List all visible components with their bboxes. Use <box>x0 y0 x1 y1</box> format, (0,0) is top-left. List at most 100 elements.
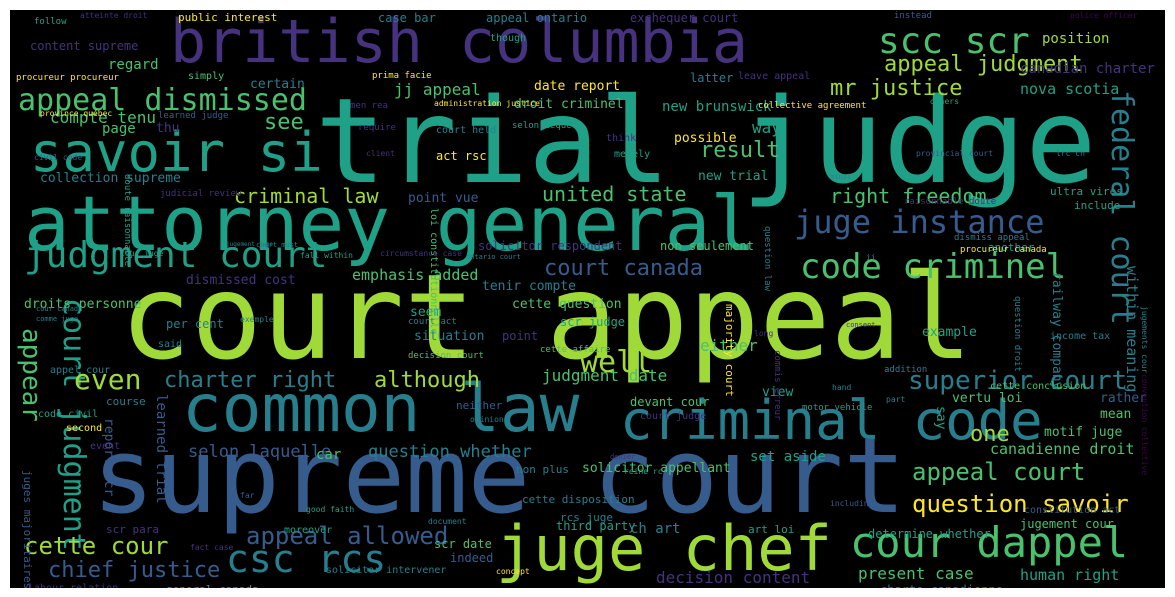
word: ch art <box>630 521 681 537</box>
word: fall within <box>300 251 353 260</box>
word: within meaning <box>1123 266 1141 393</box>
word: doute raisonnable <box>122 174 132 267</box>
word: question whether <box>368 442 532 462</box>
word: cour dappel <box>850 518 1129 567</box>
word: view <box>762 385 794 400</box>
word: criminal code <box>620 389 1043 452</box>
word: canadian charter <box>1020 61 1155 77</box>
word: vertu loi <box>952 391 1023 406</box>
word: supreme court <box>92 415 906 537</box>
word: per cent <box>166 317 224 331</box>
word: second <box>66 423 103 434</box>
word: fact case <box>190 543 234 552</box>
word: code civil <box>38 409 99 420</box>
word: point vue <box>408 191 479 206</box>
word: page <box>102 121 136 137</box>
word: rcs juge <box>560 511 613 524</box>
word: leave appeal <box>738 71 811 82</box>
word: set aside <box>750 449 826 465</box>
word: neither <box>456 399 503 412</box>
word: code criminel <box>800 247 1067 287</box>
word: include <box>1074 199 1121 212</box>
word: exemple <box>240 315 274 324</box>
word: selon laquelle <box>188 442 332 462</box>
word: appeal judgment <box>884 52 1083 77</box>
word: well <box>580 345 653 380</box>
word: require <box>358 123 396 133</box>
word: date report <box>534 79 621 94</box>
word: common law <box>182 370 580 447</box>
word: juge chef <box>496 512 832 585</box>
word: scr para <box>106 523 159 536</box>
word: dismiss appeal <box>954 233 1030 243</box>
word: art loi <box>748 523 795 536</box>
word: although <box>374 368 480 393</box>
word: denier <box>610 453 636 461</box>
word: addition <box>884 365 928 375</box>
word: document <box>428 517 467 526</box>
word: commis erreur <box>772 350 782 421</box>
word: instead <box>894 11 932 21</box>
word: mr justice <box>830 76 963 101</box>
word: collection supreme <box>40 171 181 186</box>
word: right freedom <box>830 184 987 208</box>
word: court act <box>408 317 457 327</box>
word: income tax <box>1050 331 1111 342</box>
word: dismissed cost <box>186 273 296 288</box>
word: jugements cour <box>1140 306 1149 374</box>
word: emphasis added <box>352 266 479 284</box>
word: railway company <box>1049 272 1064 390</box>
word: report scr <box>101 418 116 497</box>
word: course <box>106 395 146 408</box>
word: appeal dismissed <box>18 83 307 118</box>
word: regard <box>108 57 159 73</box>
word: constitution act <box>1024 505 1121 516</box>
word: non plus <box>516 463 569 476</box>
word: savoir si <box>30 121 323 184</box>
word: non seulement <box>660 239 754 253</box>
word: learned judge <box>158 111 229 121</box>
word: follow <box>34 17 67 27</box>
word: example <box>922 325 977 340</box>
word: tenir compte <box>482 279 576 294</box>
word: moreover <box>284 525 333 536</box>
word: british columbia <box>170 10 748 77</box>
word-cloud: court appeal trial judge supreme court a… <box>10 10 1165 588</box>
word: decision content <box>656 568 811 587</box>
word: jugement juge <box>226 241 273 248</box>
word: civil code <box>34 153 83 162</box>
word: question law <box>762 226 772 292</box>
word: long <box>754 329 774 338</box>
word: content supreme <box>30 39 139 53</box>
word: collective agreement <box>758 101 867 111</box>
word: way <box>752 118 781 137</box>
word: hand <box>832 383 852 392</box>
word: see <box>264 110 304 135</box>
word: majority court <box>723 304 736 397</box>
word: appeal ontario <box>486 11 588 25</box>
word: third party <box>556 519 636 533</box>
word: ii <box>866 253 876 262</box>
word: jugement cour <box>1020 517 1114 531</box>
word: province québec <box>40 109 113 118</box>
word: superior court <box>908 366 1128 396</box>
word: charte canadienne <box>880 584 1003 588</box>
word: prima facie <box>372 71 432 81</box>
word: client <box>366 149 395 158</box>
word: attorney general <box>24 179 757 268</box>
word: mean <box>1100 407 1132 422</box>
word: atteinte droit <box>80 11 148 20</box>
word: criminal law <box>234 184 379 208</box>
word: good faith <box>306 505 355 514</box>
word: question droit <box>1012 296 1022 372</box>
word: judgment court <box>24 235 328 276</box>
word: labour relation <box>28 584 118 589</box>
word: procureur procureur <box>16 73 119 83</box>
word: trial judge <box>315 72 1097 210</box>
word: seem <box>410 305 442 320</box>
word: reine rc <box>624 467 663 476</box>
word: learned trial <box>153 394 169 504</box>
word: devant cour <box>630 395 710 409</box>
word: solicitor respondent <box>478 239 623 253</box>
word: judicial review <box>160 189 242 199</box>
